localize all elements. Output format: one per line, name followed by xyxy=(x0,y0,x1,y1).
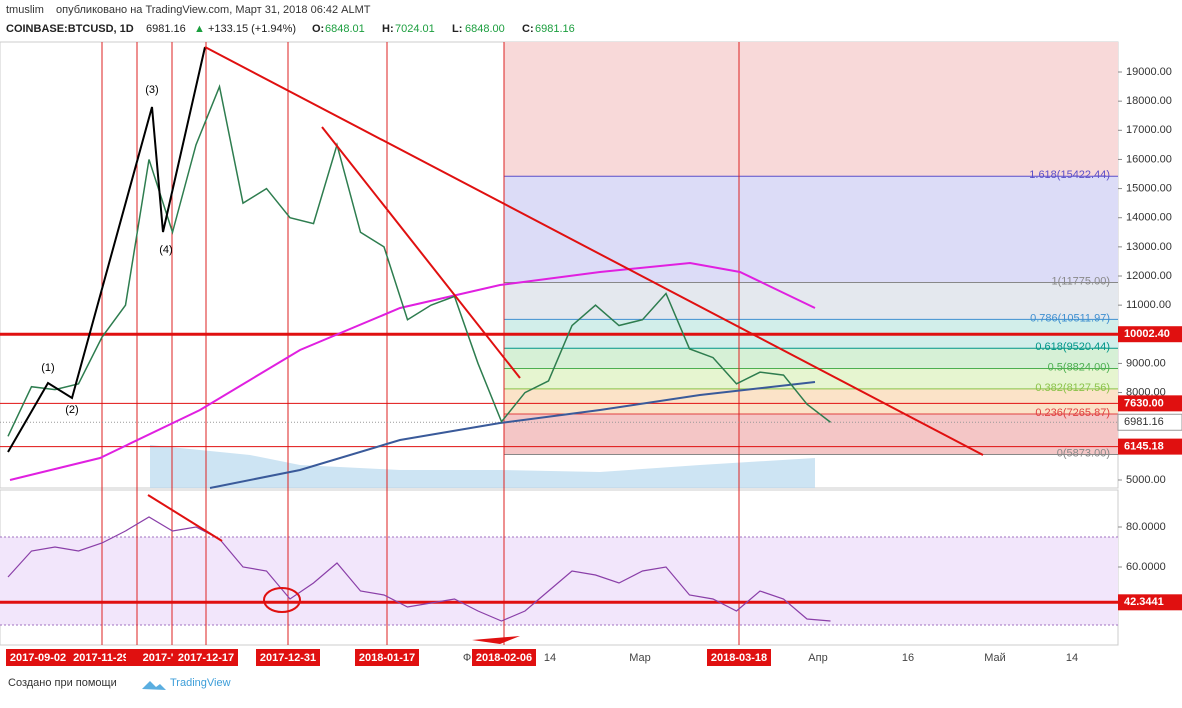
ohlc-value: 6981.16 xyxy=(535,23,575,35)
elliott-wave xyxy=(7,46,206,453)
date-tag xyxy=(256,649,320,666)
fib-label: 0.382(8127.56) xyxy=(1035,382,1110,394)
wave-label: (3) xyxy=(145,84,158,96)
rsi-arrow xyxy=(472,636,520,644)
y-tick-label: 13000.00 xyxy=(1126,241,1172,253)
fib-label: 0.618(9520.44) xyxy=(1035,341,1110,353)
y-tick-label: 16000.00 xyxy=(1126,153,1172,165)
wave-label: (4) xyxy=(159,244,172,256)
rsi-line xyxy=(7,516,831,622)
published: опубликовано на TradingView.com, Март 31… xyxy=(56,4,371,16)
footer-text: Создано при помощи xyxy=(8,677,117,689)
fib-label: 0.236(7265.87) xyxy=(1035,407,1110,419)
y-tick-label: 14000.00 xyxy=(1126,212,1172,224)
footer-brand[interactable]: TradingView xyxy=(170,677,231,689)
y-tick-label: 11000.00 xyxy=(1126,299,1171,311)
trendline xyxy=(204,46,984,456)
trendline xyxy=(321,126,521,379)
price-tag xyxy=(1118,395,1182,412)
author: tmuslim xyxy=(6,4,44,16)
rsi-tag xyxy=(1118,594,1182,611)
date-tag xyxy=(707,649,771,666)
date-tag xyxy=(6,649,70,666)
fib-label: 1(11775.00) xyxy=(1051,275,1110,287)
wave-label: (1) xyxy=(41,362,54,374)
time-label: 2017-12-31 xyxy=(260,652,316,664)
price-tag-label: 10002.40 xyxy=(1124,328,1170,340)
y-tick-label: 5000.00 xyxy=(1126,474,1166,486)
fib-band xyxy=(504,368,1118,389)
rsi-tag-label: 42.3441 xyxy=(1124,596,1164,608)
date-tag xyxy=(69,649,133,666)
change: +133.15 (+1.94%) xyxy=(208,23,296,35)
fib-label: 0.786(10511.97) xyxy=(1030,312,1110,324)
symbol: COINBASE:BTCUSD, 1D xyxy=(6,23,134,35)
ohlc-value: 6848.00 xyxy=(465,23,505,35)
current-tag-label: 6981.16 xyxy=(1124,416,1164,428)
ohlc-key: C: xyxy=(522,23,534,35)
fib-label: 0.5(8824.00) xyxy=(1048,361,1110,373)
time-label: 16 xyxy=(902,652,914,664)
price-tag-label: 6145.18 xyxy=(1124,441,1164,453)
date-tag xyxy=(472,649,536,666)
ohlc-key: O: xyxy=(312,23,324,35)
price-line-series xyxy=(7,83,831,437)
ohlc-value: 7024.01 xyxy=(395,23,435,35)
y-tick-label: 18000.00 xyxy=(1126,95,1172,107)
rsi-trendline xyxy=(147,494,223,542)
fib-label: 0(5873.00) xyxy=(1057,447,1110,459)
current-tag xyxy=(1117,413,1182,431)
price-tag xyxy=(1118,326,1182,343)
time-label: 2017-11-29 xyxy=(73,652,129,664)
time-label: Ф xyxy=(463,652,471,664)
time-label: Апр xyxy=(808,652,827,664)
time-label: 2017-12-17 xyxy=(178,652,234,664)
volume-area xyxy=(150,445,815,488)
ohlc-key: L: xyxy=(452,23,462,35)
time-label: 14 xyxy=(1066,652,1078,664)
time-label: 14 xyxy=(544,652,556,664)
time-label: Мар xyxy=(629,652,651,664)
fib-label: 1.618(15422.44) xyxy=(1029,169,1110,181)
ohlc-value: 6848.01 xyxy=(325,23,365,35)
y-tick-label: 17000.00 xyxy=(1126,124,1172,136)
ohlc-key: H: xyxy=(382,23,394,35)
y-tick-label: 19000.00 xyxy=(1126,66,1172,78)
y-tick-label: 9000.00 xyxy=(1126,357,1166,369)
time-label: 2018-02-06 xyxy=(476,652,532,664)
rsi-circle xyxy=(263,587,301,613)
main-chart: 0(5873.00) 0.236(7265.87) 0.382(8127.56) 0.… xyxy=(0,41,1182,669)
time-label: 2017-' xyxy=(143,652,174,664)
ohlc: O: 6848.01 H: 7024.01 L: 6848.00 C: 6981.16 xyxy=(312,23,575,35)
time-label: 2018-03-18 xyxy=(711,652,767,664)
date-tag xyxy=(355,649,419,666)
rsi-tick-label: 80.0000 xyxy=(1126,521,1166,533)
rsi-band xyxy=(0,537,1118,625)
time-label: 2018-01-17 xyxy=(359,652,415,664)
date-tag xyxy=(174,649,238,666)
ma-long xyxy=(9,261,816,481)
time-label: Май xyxy=(984,652,1006,664)
fib-band xyxy=(504,176,1118,283)
price-tag-label: 7630.00 xyxy=(1124,397,1164,409)
rsi-tick-label: 60.0000 xyxy=(1126,561,1166,573)
time-label: 2017-09-02 xyxy=(10,652,66,664)
wave-label: (2) xyxy=(65,404,78,416)
ma-slow xyxy=(209,381,816,489)
price-tag xyxy=(1118,438,1182,455)
fib-band xyxy=(504,413,1118,455)
fib-band xyxy=(504,282,1118,320)
y-tick-label: 12000.00 xyxy=(1126,270,1172,282)
y-tick-label: 15000.00 xyxy=(1126,182,1172,194)
last-price: 6981.16 xyxy=(146,23,186,35)
logo xyxy=(142,681,166,690)
arrow: ▲ xyxy=(194,23,205,35)
fib-band xyxy=(504,348,1118,369)
